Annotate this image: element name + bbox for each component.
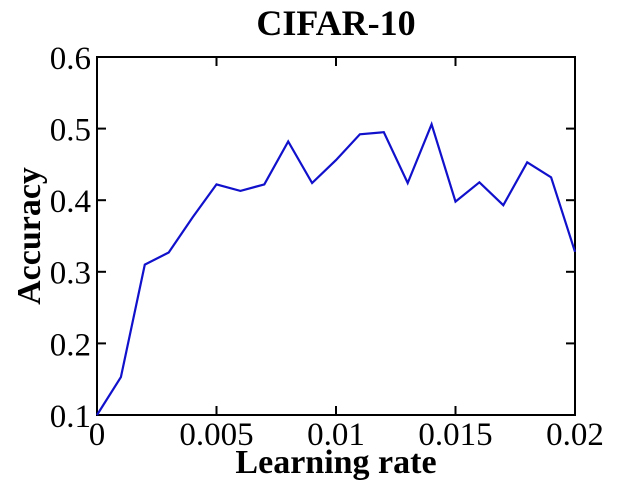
y-tick-label: 0.6 xyxy=(50,41,91,77)
y-tick-label: 0.3 xyxy=(50,256,91,292)
axes-box xyxy=(96,56,576,416)
x-axis-label: Learning rate xyxy=(235,444,437,481)
y-tick-label: 0.5 xyxy=(50,112,91,148)
x-tick-label: 0 xyxy=(89,417,106,453)
y-tick-label: 0.1 xyxy=(50,399,91,435)
x-tick-label: 0.005 xyxy=(179,417,253,453)
y-tick-label: 0.4 xyxy=(50,184,91,220)
y-tick-label: 0.2 xyxy=(50,327,91,363)
accuracy-data-line xyxy=(96,121,577,416)
x-tick-label: 0.015 xyxy=(418,417,492,453)
x-tick-label: 0.01 xyxy=(307,417,365,453)
chart-title: CIFAR-10 xyxy=(256,3,416,43)
x-tick-label: 0.02 xyxy=(546,417,604,453)
